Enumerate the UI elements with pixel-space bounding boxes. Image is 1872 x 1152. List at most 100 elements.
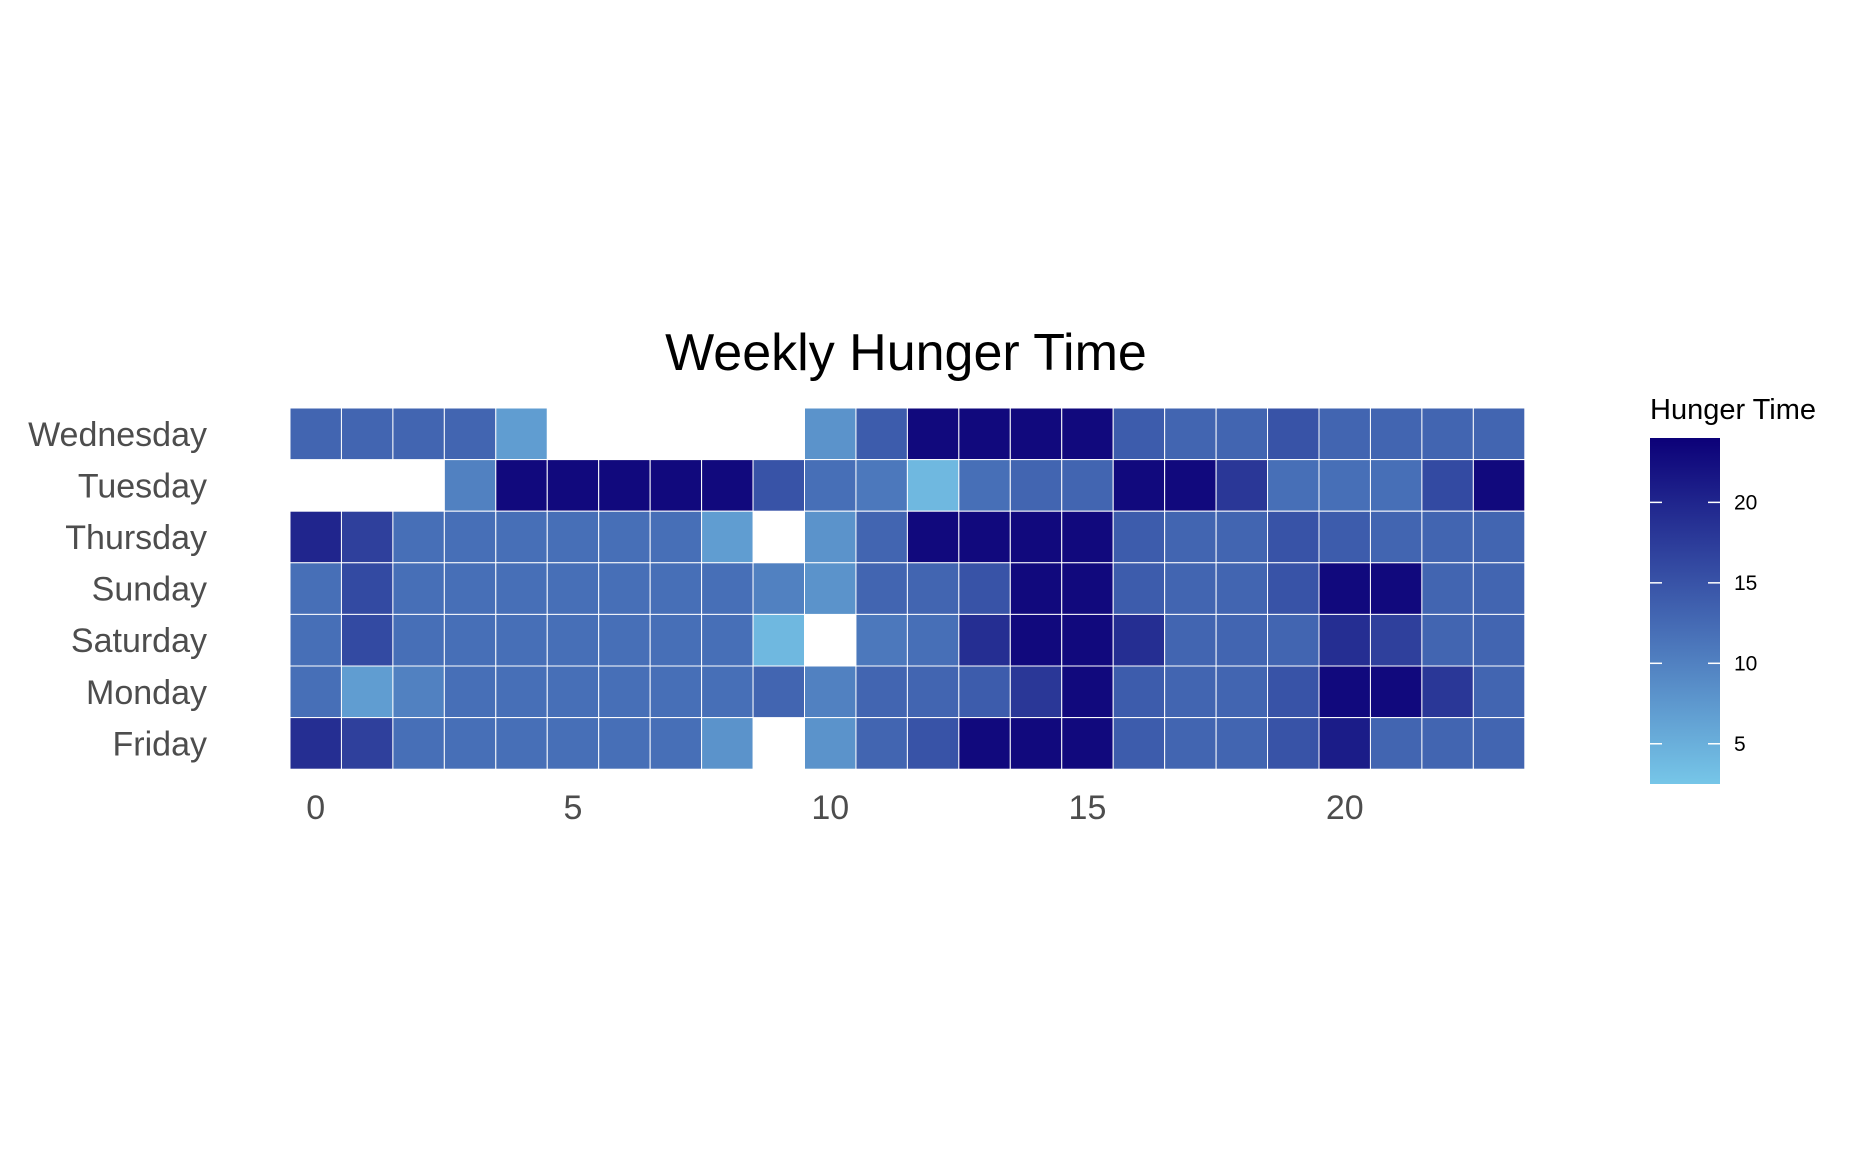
- heatmap-cell: [906, 717, 960, 770]
- heatmap-cell: [752, 459, 805, 512]
- legend-ticks: 5 10 15 20: [1650, 491, 1757, 756]
- y-tick-label: Saturday: [71, 622, 207, 660]
- heatmap-cell: [804, 562, 857, 615]
- heatmap-cell: [1369, 717, 1423, 770]
- y-tick-label: Tuesday: [78, 467, 207, 505]
- heatmap-cell: [649, 459, 703, 512]
- heatmap-cell: [701, 717, 754, 770]
- heatmap-cell: [443, 510, 497, 564]
- heatmap-cell: [804, 717, 857, 770]
- heatmap-cell: [495, 407, 548, 461]
- heatmap-cell: [1369, 407, 1423, 461]
- heatmap-cell: [443, 407, 497, 461]
- heatmap-cell: [495, 717, 548, 770]
- heatmap-cell: [855, 665, 908, 719]
- heatmap-cell: [1009, 717, 1063, 770]
- heatmap-cell: [1009, 407, 1063, 461]
- heatmap-cell: [701, 459, 754, 512]
- heatmap-cell: [1112, 407, 1166, 461]
- heatmap-cell: [1009, 459, 1063, 512]
- heatmap-cell: [1318, 459, 1371, 512]
- y-tick-label: Monday: [86, 674, 207, 712]
- heatmap-cell: [1061, 717, 1114, 770]
- heatmap-cells: [289, 407, 1526, 770]
- heatmap-cell: [649, 665, 703, 719]
- legend-tick-label: 20: [1734, 491, 1757, 514]
- heatmap-cell: [289, 665, 342, 719]
- heatmap-cell: [1164, 665, 1217, 719]
- heatmap-cell: [340, 613, 394, 667]
- heatmap-cell: [1061, 510, 1114, 564]
- heatmap-cell: [1472, 510, 1526, 564]
- y-tick-label: Friday: [113, 725, 207, 763]
- heatmap-cell: [855, 717, 908, 770]
- heatmap-cell: [855, 613, 908, 667]
- y-tick-label: Wednesday: [28, 416, 207, 454]
- heatmap-cell: [1369, 613, 1423, 667]
- heatmap-cell: [1009, 665, 1063, 719]
- heatmap-cell: [1061, 562, 1114, 615]
- heatmap-cell: [906, 665, 960, 719]
- heatmap-cell: [1267, 407, 1320, 461]
- heatmap-cell: [958, 613, 1011, 667]
- legend-title: Hunger Time: [1650, 394, 1816, 426]
- heatmap-cell: [392, 562, 445, 615]
- color-legend: Hunger Time 5 10 15 20: [1650, 394, 1816, 784]
- heatmap-cell: [1421, 665, 1474, 719]
- heatmap-cell: [906, 510, 960, 564]
- heatmap-cell: [289, 717, 342, 770]
- heatmap-cell: [598, 510, 651, 564]
- x-tick-label: 20: [1326, 789, 1364, 827]
- heatmap-cell: [392, 407, 445, 461]
- heatmap-cell: [958, 562, 1011, 615]
- heatmap-cell: [1061, 665, 1114, 719]
- heatmap-cell: [649, 562, 703, 615]
- heatmap-cell: [1421, 407, 1474, 461]
- heatmap-cell: [546, 717, 600, 770]
- heatmap-cell: [1112, 665, 1166, 719]
- heatmap-cell: [392, 613, 445, 667]
- heatmap-cell: [1318, 613, 1371, 667]
- heatmap-cell: [1061, 613, 1114, 667]
- heatmap-cell: [340, 717, 394, 770]
- heatmap-cell: [855, 562, 908, 615]
- heatmap-cell: [546, 665, 600, 719]
- heatmap-cell: [598, 665, 651, 719]
- heatmap-cell: [598, 717, 651, 770]
- heatmap-cell: [701, 510, 754, 564]
- y-tick-label: Thursday: [65, 519, 207, 557]
- heatmap-cell: [855, 459, 908, 512]
- heatmap-cell: [1112, 717, 1166, 770]
- heatmap-cell: [1164, 459, 1217, 512]
- heatmap-cell: [598, 613, 651, 667]
- heatmap-cell: [906, 562, 960, 615]
- heatmap-cell: [701, 613, 754, 667]
- heatmap-cell: [1164, 510, 1217, 564]
- heatmap-cell: [1267, 510, 1320, 564]
- heatmap-cell: [1267, 717, 1320, 770]
- heatmap-cell: [804, 407, 857, 461]
- heatmap-cell: [1112, 510, 1166, 564]
- heatmap-cell: [546, 613, 600, 667]
- heatmap-cell: [1009, 510, 1063, 564]
- heatmap-cell: [495, 562, 548, 615]
- heatmap-cell: [1267, 665, 1320, 719]
- heatmap-cell: [855, 407, 908, 461]
- heatmap-cell: [443, 665, 497, 719]
- heatmap-cell: [1421, 613, 1474, 667]
- heatmap-cell: [1472, 665, 1526, 719]
- heatmap-cell: [1061, 459, 1114, 512]
- heatmap-cell: [392, 665, 445, 719]
- heatmap-cell: [1421, 459, 1474, 512]
- x-axis-labels: 0 5 10 15 20: [306, 789, 1363, 827]
- heatmap-cell: [495, 459, 548, 512]
- heatmap-cell: [1318, 510, 1371, 564]
- heatmap-cell: [1215, 562, 1269, 615]
- heatmap-cell: [340, 407, 394, 461]
- heatmap-cell: [1215, 613, 1269, 667]
- heatmap-cell: [1009, 613, 1063, 667]
- heatmap-cell: [1369, 459, 1423, 512]
- heatmap-cell: [495, 510, 548, 564]
- heatmap-cell: [1318, 407, 1371, 461]
